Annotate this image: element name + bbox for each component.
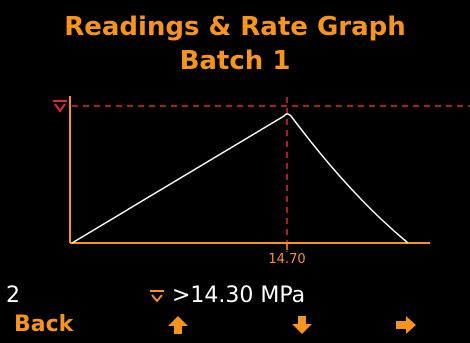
threshold-limit-icon: [150, 290, 164, 303]
back-button[interactable]: Back: [14, 310, 94, 340]
threshold-marker-icon: [53, 100, 67, 113]
peak-value-label: 14.70: [268, 252, 306, 267]
arrow-down-icon: [292, 316, 312, 334]
limit-readout: >14.30 MPa: [148, 283, 305, 309]
arrow-right-icon: [396, 316, 416, 334]
limit-value: >14.30 MPa: [172, 283, 306, 308]
right-button[interactable]: [390, 310, 422, 340]
page-title: Readings & Rate Graph: [64, 12, 406, 42]
up-button[interactable]: [162, 310, 194, 340]
page-subtitle: Batch 1: [179, 46, 291, 76]
back-label: Back: [14, 312, 74, 337]
down-button[interactable]: [286, 310, 318, 340]
reading-curve: [71, 113, 409, 244]
arrow-up-icon: [168, 316, 188, 334]
batch-index: 2: [6, 283, 20, 308]
